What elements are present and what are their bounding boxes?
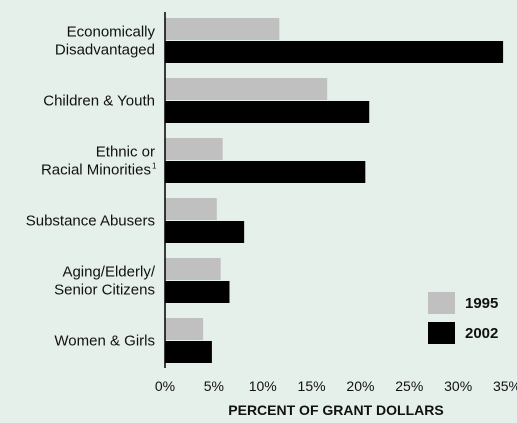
category-labels: Economically Disadvantaged Children & Yout…	[26, 24, 157, 350]
category-label-3: Substance Abusers	[26, 213, 155, 230]
bar-2002-1	[165, 101, 370, 123]
bars	[165, 18, 504, 363]
x-tick-label-4: 20%	[346, 378, 374, 394]
category-label-line: Economically	[67, 24, 156, 41]
x-tick-label-0: 0%	[155, 378, 175, 394]
x-axis-ticks: 0% 5% 10% 15% 20% 25% 30% 35%	[155, 378, 517, 394]
category-label-line: Children & Youth	[43, 93, 155, 110]
category-label-2: Ethnic or Racial Minorities	[41, 144, 155, 179]
bar-2002-5	[165, 341, 212, 363]
legend-swatch-2002	[428, 322, 455, 344]
bar-2002-3	[165, 221, 245, 243]
bar-2002-0	[165, 41, 504, 63]
x-tick-label-6: 30%	[444, 378, 472, 394]
bar-1995-2	[165, 138, 223, 160]
x-tick-label-1: 5%	[204, 378, 224, 394]
category-label-line: Senior Citizens	[54, 282, 155, 299]
x-tick-label-7: 35%	[493, 378, 517, 394]
category-label-4: Aging/Elderly/Senior Citizens	[54, 264, 156, 299]
bar-2002-2	[165, 161, 366, 183]
category-label-line: Aging/Elderly/	[62, 264, 155, 281]
bar-1995-0	[165, 18, 280, 40]
category-label-line: Racial Minorities	[41, 162, 151, 179]
category-label-5: Women & Girls	[54, 333, 155, 350]
x-axis-title: PERCENT OF GRANT DOLLARS	[228, 402, 443, 418]
bar-1995-1	[165, 78, 328, 100]
x-tick-label-2: 10%	[249, 378, 277, 394]
footnote-marker: 1	[152, 162, 157, 171]
bar-2002-4	[165, 281, 230, 303]
x-tick-label-5: 25%	[395, 378, 423, 394]
legend-label-2002: 2002	[465, 325, 498, 342]
x-tick-label-3: 15%	[298, 378, 326, 394]
category-label-line: Disadvantaged	[55, 42, 155, 59]
legend-label-1995: 1995	[465, 295, 498, 312]
category-label-line: Ethnic or	[96, 144, 155, 161]
category-label-0: Economically Disadvantaged	[55, 24, 156, 59]
legend-swatch-1995	[428, 292, 455, 314]
category-label-1: Children & Youth	[43, 93, 155, 110]
bar-1995-3	[165, 198, 217, 220]
category-label-line: Women & Girls	[54, 333, 155, 350]
bar-1995-5	[165, 318, 204, 340]
bar-1995-4	[165, 258, 221, 280]
legend: 1995 2002	[428, 292, 498, 344]
category-label-line: Substance Abusers	[26, 213, 155, 230]
